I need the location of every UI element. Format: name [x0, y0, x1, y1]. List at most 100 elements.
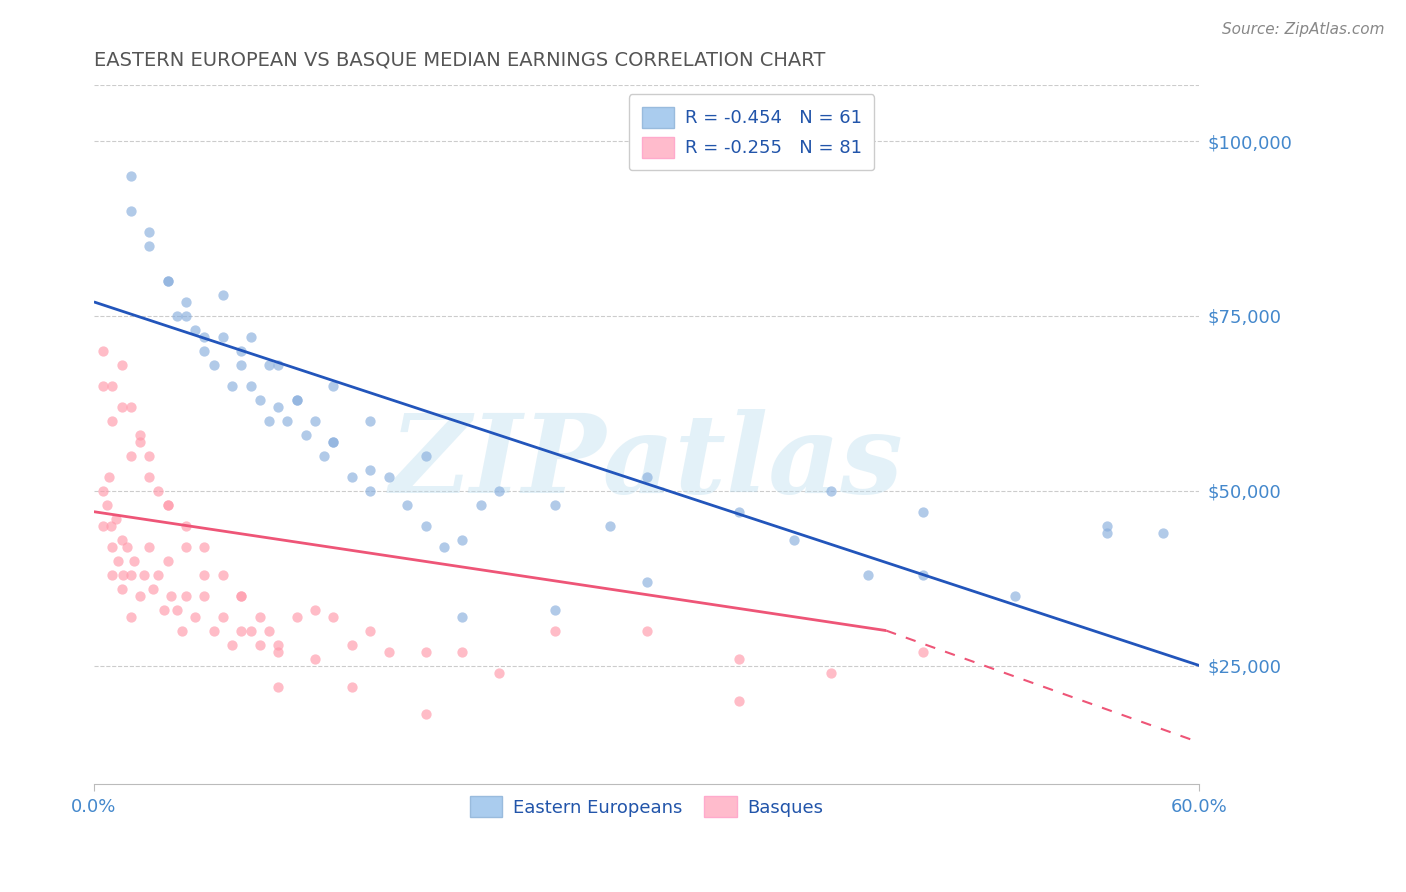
Point	[221, 379, 243, 393]
Point	[820, 665, 842, 680]
Point	[156, 554, 179, 568]
Point	[276, 414, 298, 428]
Point	[221, 638, 243, 652]
Point	[451, 644, 474, 658]
Point	[1097, 525, 1119, 540]
Point	[856, 567, 879, 582]
Point	[415, 707, 437, 722]
Point	[138, 225, 160, 239]
Point	[322, 609, 344, 624]
Point	[543, 602, 565, 616]
Text: ZIPatlas: ZIPatlas	[389, 409, 904, 516]
Point	[212, 288, 235, 302]
Point	[249, 609, 271, 624]
Point	[727, 505, 749, 519]
Point	[359, 463, 381, 477]
Point	[377, 469, 399, 483]
Point	[120, 567, 142, 582]
Point	[257, 358, 280, 372]
Point	[193, 540, 215, 554]
Point	[156, 274, 179, 288]
Point	[91, 518, 114, 533]
Point	[148, 483, 170, 498]
Point	[231, 358, 253, 372]
Point	[294, 427, 316, 442]
Point	[107, 554, 129, 568]
Point	[184, 609, 207, 624]
Point	[543, 624, 565, 638]
Point	[488, 483, 510, 498]
Point	[96, 498, 118, 512]
Point	[110, 358, 132, 372]
Point	[91, 343, 114, 358]
Point	[110, 533, 132, 547]
Point	[156, 498, 179, 512]
Point	[184, 323, 207, 337]
Point	[120, 609, 142, 624]
Point	[636, 624, 658, 638]
Point	[101, 567, 124, 582]
Point	[112, 567, 135, 582]
Point	[396, 498, 419, 512]
Point	[91, 379, 114, 393]
Point	[153, 602, 176, 616]
Point	[172, 624, 194, 638]
Point	[257, 624, 280, 638]
Point	[340, 638, 363, 652]
Point	[267, 680, 290, 694]
Point	[129, 434, 152, 449]
Point	[105, 511, 128, 525]
Point	[340, 469, 363, 483]
Point	[97, 469, 120, 483]
Point	[267, 644, 290, 658]
Point	[212, 330, 235, 344]
Point	[115, 540, 138, 554]
Point	[129, 427, 152, 442]
Point	[166, 309, 188, 323]
Point	[110, 400, 132, 414]
Point	[174, 589, 197, 603]
Point	[91, 483, 114, 498]
Point	[166, 602, 188, 616]
Point	[120, 204, 142, 219]
Point	[142, 582, 165, 596]
Point	[239, 379, 262, 393]
Point	[340, 680, 363, 694]
Point	[543, 498, 565, 512]
Point	[120, 169, 142, 183]
Point	[129, 589, 152, 603]
Point	[239, 624, 262, 638]
Point	[101, 540, 124, 554]
Point	[174, 294, 197, 309]
Point	[488, 665, 510, 680]
Point	[267, 638, 290, 652]
Point	[727, 693, 749, 707]
Point	[322, 434, 344, 449]
Point	[101, 379, 124, 393]
Point	[599, 518, 621, 533]
Point	[415, 644, 437, 658]
Point	[433, 540, 456, 554]
Point	[359, 624, 381, 638]
Point	[911, 505, 934, 519]
Point	[231, 343, 253, 358]
Point	[174, 309, 197, 323]
Point	[193, 343, 215, 358]
Point	[304, 651, 326, 665]
Point	[285, 392, 308, 407]
Legend: Eastern Europeans, Basques: Eastern Europeans, Basques	[463, 789, 831, 824]
Point	[322, 379, 344, 393]
Point	[249, 392, 271, 407]
Point	[415, 449, 437, 463]
Point	[138, 469, 160, 483]
Point	[138, 449, 160, 463]
Point	[212, 567, 235, 582]
Point	[267, 400, 290, 414]
Point	[101, 414, 124, 428]
Point	[314, 449, 336, 463]
Point	[124, 554, 146, 568]
Text: Source: ZipAtlas.com: Source: ZipAtlas.com	[1222, 22, 1385, 37]
Point	[212, 609, 235, 624]
Text: EASTERN EUROPEAN VS BASQUE MEDIAN EARNINGS CORRELATION CHART: EASTERN EUROPEAN VS BASQUE MEDIAN EARNIN…	[94, 51, 825, 70]
Point	[470, 498, 492, 512]
